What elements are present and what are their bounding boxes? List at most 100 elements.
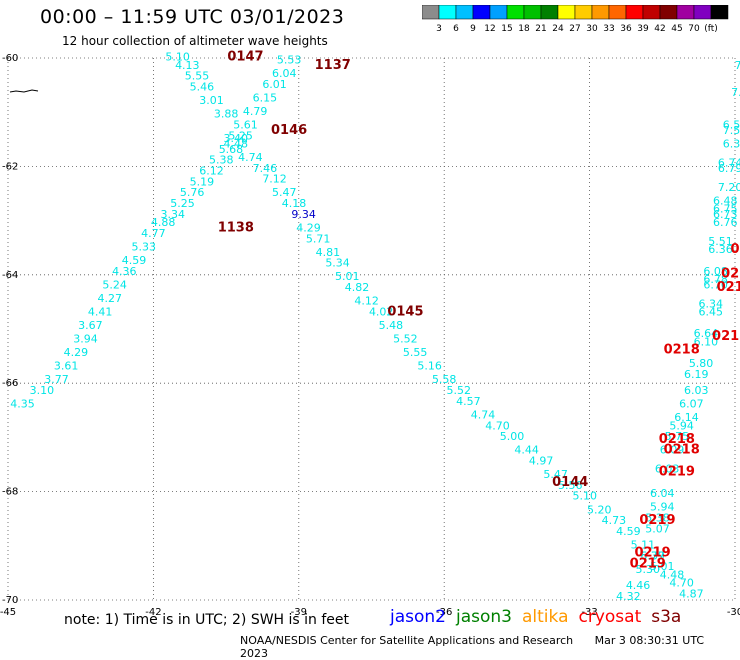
colorbar-label: 3 (436, 24, 442, 33)
colorbar-label: 42 (654, 24, 665, 33)
pass-time-label: 0145 (387, 304, 423, 319)
swh-value-label: 5.34 (325, 257, 350, 270)
swh-value-label: 5.25 (170, 197, 195, 210)
swh-value-label: 5.51 (708, 235, 733, 248)
swh-value-label: 4.79 (243, 105, 268, 118)
pass-time-label: 0 (730, 242, 739, 257)
colorbar-label: 39 (637, 24, 649, 33)
swh-value-label: 4.73 (602, 514, 627, 527)
swh-value-label: 3.10 (30, 384, 55, 397)
colorbar-label: 36 (620, 24, 632, 33)
legend-cryosat: cryosat (578, 607, 642, 627)
swh-value-label: 5.75 (665, 430, 690, 443)
swh-value-label: 5.52 (393, 333, 418, 346)
colorbar-label: 21 (535, 24, 546, 33)
lon-tick-label: -42 (145, 607, 161, 618)
colorbar-label: 6 (453, 24, 459, 33)
swh-value-label: 4.36 (112, 265, 137, 278)
swh-value-label: 4.48 (224, 137, 249, 150)
swh-value-label: 5.33 (131, 240, 156, 253)
map-subtitle: 12 hour collection of altimeter wave hei… (62, 34, 328, 48)
swh-value-label: 3.01 (199, 94, 224, 107)
pass-time-label: 0219 (630, 556, 666, 571)
swh-value-label: 6.70 (703, 278, 728, 291)
pass-time-label: 0147 (227, 50, 263, 65)
swh-value-label: 6.01 (262, 78, 287, 91)
swh-value-label: 3.94 (73, 333, 98, 346)
swh-value-label: 4.29 (64, 346, 89, 359)
swh-value-label: 5.47 (272, 186, 297, 199)
swh-value-label: 7. (735, 59, 740, 72)
swh-value-label: 6.03 (684, 384, 709, 397)
pass-time-label: 0219 (659, 464, 695, 479)
swh-value-label: 4.46 (626, 579, 651, 592)
swh-value-label: 5.07 (645, 522, 670, 535)
swh-value-label: 6.08 (703, 265, 728, 278)
swh-value-label: 6.64 (694, 327, 719, 340)
swh-value-label: 7.12 (262, 173, 287, 186)
swh-value-label: 4.97 (529, 455, 554, 468)
swh-value-label: 5.55 (403, 346, 428, 359)
swh-value-label: 6.74 (718, 156, 740, 169)
swh-value-label: 6.78 (703, 273, 728, 286)
swh-value-label: 3.40 (224, 132, 249, 145)
colorbar-label: 70 (688, 24, 700, 33)
lat-tick-label: -62 (2, 161, 18, 172)
swh-value-label: 6.10 (694, 335, 719, 348)
swh-value-label: 9.34 (291, 208, 316, 221)
pass-time-label: 0218 (712, 329, 740, 344)
swh-value-label: 5.58 (432, 373, 457, 386)
swh-value-label: 5.00 (500, 430, 525, 443)
swh-value-label: 5.46 (190, 81, 215, 94)
swh-value-label: 5.19 (190, 175, 215, 188)
pass-time-label: 0219 (635, 546, 671, 561)
pass-time-label: 0218 (659, 432, 695, 447)
swh-value-label: 4.88 (151, 216, 176, 229)
swh-value-label: 6.75 (713, 202, 738, 215)
swh-value-label: 5.56 (558, 479, 583, 492)
swh-value-label: 6.12 (199, 165, 224, 178)
pass-time-label: 0219 (639, 513, 675, 528)
swh-value-label: 5.47 (543, 468, 568, 481)
swh-value-label: 4.41 (88, 305, 113, 318)
pass-time-label: 1138 (218, 220, 254, 235)
swh-value-label: 4.44 (514, 444, 539, 457)
swh-value-label: 6.04 (650, 487, 675, 500)
swh-value-label: 5.01 (335, 270, 360, 283)
swh-value-label: 5.11 (631, 539, 656, 552)
lon-tick-label: -39 (291, 607, 307, 618)
swh-value-label: 6.45 (699, 305, 724, 318)
lon-tick-label: -30 (727, 607, 740, 618)
swh-value-label: 5.38 (645, 511, 670, 524)
island-coastline (9, 89, 39, 93)
swh-value-label: 5.55 (185, 70, 210, 83)
swh-value-label: 6.79 (718, 162, 740, 175)
swh-value-label: 3.77 (44, 373, 69, 386)
swh-value-label: 6.07 (679, 398, 704, 411)
swh-value-label: 4.59 (616, 525, 641, 538)
swh-value-label: 4.13 (175, 59, 200, 72)
swh-value-label: 4.82 (345, 281, 370, 294)
swh-value-label: 4.32 (616, 590, 641, 603)
swh-value-label: 4.18 (282, 197, 307, 210)
map-title: 00:00 – 11:59 UTC 03/01/2023 (40, 6, 345, 28)
footer-credit: NOAA/NESDIS Center for Satellite Applica… (240, 634, 740, 660)
swh-value-label: 5.01 (650, 560, 675, 573)
swh-value-label: 5.71 (306, 232, 331, 245)
swh-value-label: 7.46 (253, 162, 278, 175)
swh-value-label: 7.20 (718, 181, 740, 194)
colorbar-label: 9 (470, 24, 476, 33)
color-scale-bar: 3 6 9 12 15 18 21 24 27 30 33 36 39 42 45 70 (ft) (422, 5, 729, 33)
colorbar-swatch (710, 5, 729, 20)
swh-value-label: 6.04 (272, 67, 297, 80)
swh-value-label: 3.67 (78, 319, 103, 332)
units-note: note: 1) Time is in UTC; 2) SWH is in fe… (64, 612, 350, 628)
swh-value-label: 6.77 (640, 549, 665, 562)
swh-value-label: 4.77 (141, 227, 166, 240)
lat-tick-label: -64 (2, 270, 18, 281)
legend-s3a: s3a (651, 607, 682, 627)
pass-time-label: 02 (721, 267, 739, 282)
swh-value-label: 5.16 (417, 360, 442, 373)
swh-value-label: 4.27 (98, 292, 123, 305)
colorbar-label: 12 (484, 24, 495, 33)
